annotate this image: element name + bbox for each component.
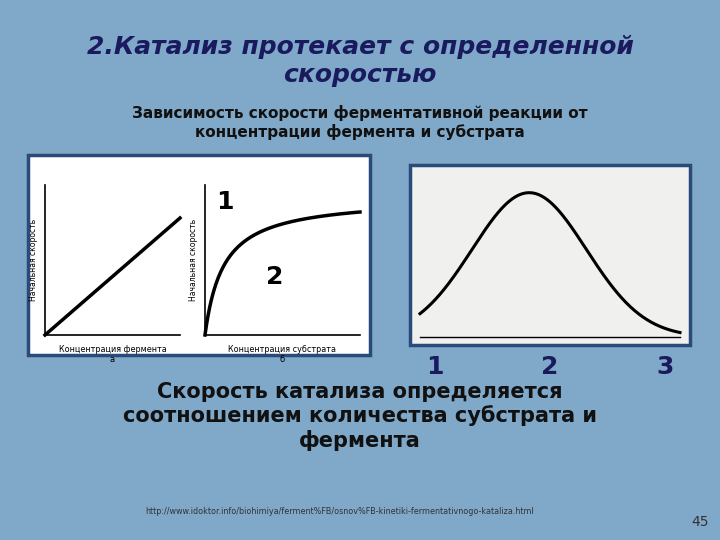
Text: 1: 1 bbox=[216, 190, 234, 214]
Text: 2: 2 bbox=[541, 355, 559, 379]
Text: Концентрация фермента: Концентрация фермента bbox=[58, 345, 166, 354]
Text: 3: 3 bbox=[657, 355, 674, 379]
Text: Скорость катализа определяется
соотношением количества субстрата и
фермента: Скорость катализа определяется соотношен… bbox=[123, 382, 597, 451]
Text: б: б bbox=[280, 354, 285, 363]
Text: Начальная скорость: Начальная скорость bbox=[29, 219, 37, 301]
Text: 45: 45 bbox=[691, 515, 708, 529]
Text: Зависимость скорости ферментативной реакции от
концентрации фермента и субстрата: Зависимость скорости ферментативной реак… bbox=[132, 105, 588, 140]
FancyBboxPatch shape bbox=[410, 165, 690, 345]
Text: 2: 2 bbox=[266, 265, 284, 289]
Text: 1: 1 bbox=[426, 355, 444, 379]
FancyBboxPatch shape bbox=[28, 155, 370, 355]
Text: http://www.idoktor.info/biohimiya/ferment%FB/osnov%FB-kinetiki-fermentativnogo-k: http://www.idoktor.info/biohimiya/fermen… bbox=[145, 508, 534, 516]
Text: а: а bbox=[110, 354, 115, 363]
Text: 2.Катализ протекает с определенной
скоростью: 2.Катализ протекает с определенной скоро… bbox=[86, 35, 634, 87]
Text: Начальная скорость: Начальная скорость bbox=[189, 219, 197, 301]
Text: Концентрация субстрата: Концентрация субстрата bbox=[228, 345, 336, 354]
